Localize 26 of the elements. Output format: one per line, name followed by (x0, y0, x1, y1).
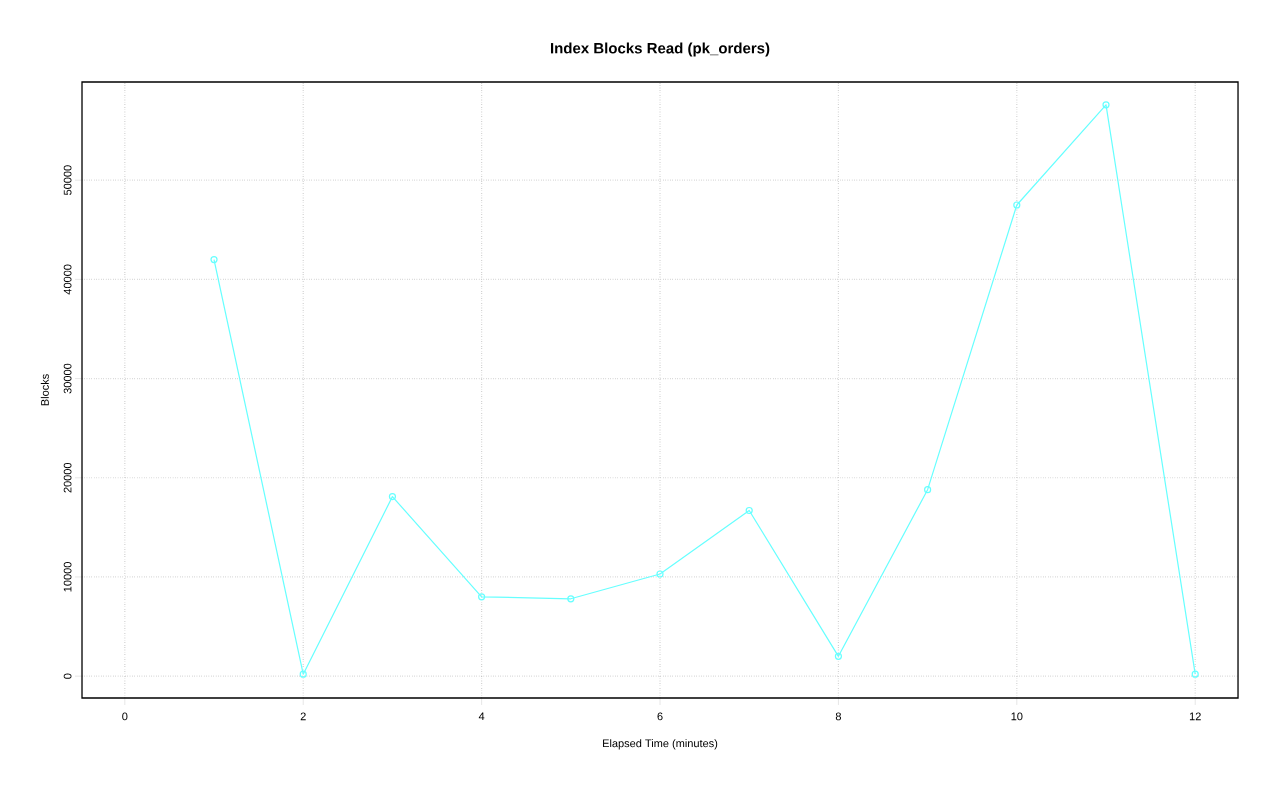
y-tick-label: 40000 (63, 264, 72, 295)
y-tick-label: 0 (63, 673, 72, 679)
x-tick-label: 12 (1189, 712, 1201, 721)
x-tick-label: 2 (300, 712, 306, 721)
y-tick-label: 10000 (63, 562, 72, 592)
point (834, 652, 843, 660)
x-tick-label: 6 (657, 712, 663, 721)
x-tick-label: 4 (478, 712, 485, 721)
y-axis-title: Blocks (40, 374, 49, 406)
chart-title: Index Blocks Read (pk_orders) (550, 42, 770, 57)
point (745, 506, 753, 515)
y-tick-label: 30000 (63, 363, 72, 394)
point (1013, 201, 1021, 209)
x-tick-label: 8 (835, 712, 841, 721)
x-tick-label: 0 (122, 712, 128, 721)
x-axis-title: Elapsed Time (minutes) (603, 739, 718, 750)
point (924, 486, 932, 494)
point (656, 570, 664, 578)
x-tick-label: 10 (1011, 712, 1023, 721)
point (567, 595, 575, 603)
y-tick-label: 50000 (63, 165, 72, 196)
point (478, 593, 486, 601)
y-tick-label: 20000 (63, 462, 72, 493)
point (388, 493, 397, 501)
point (299, 670, 307, 678)
point (1102, 101, 1110, 109)
